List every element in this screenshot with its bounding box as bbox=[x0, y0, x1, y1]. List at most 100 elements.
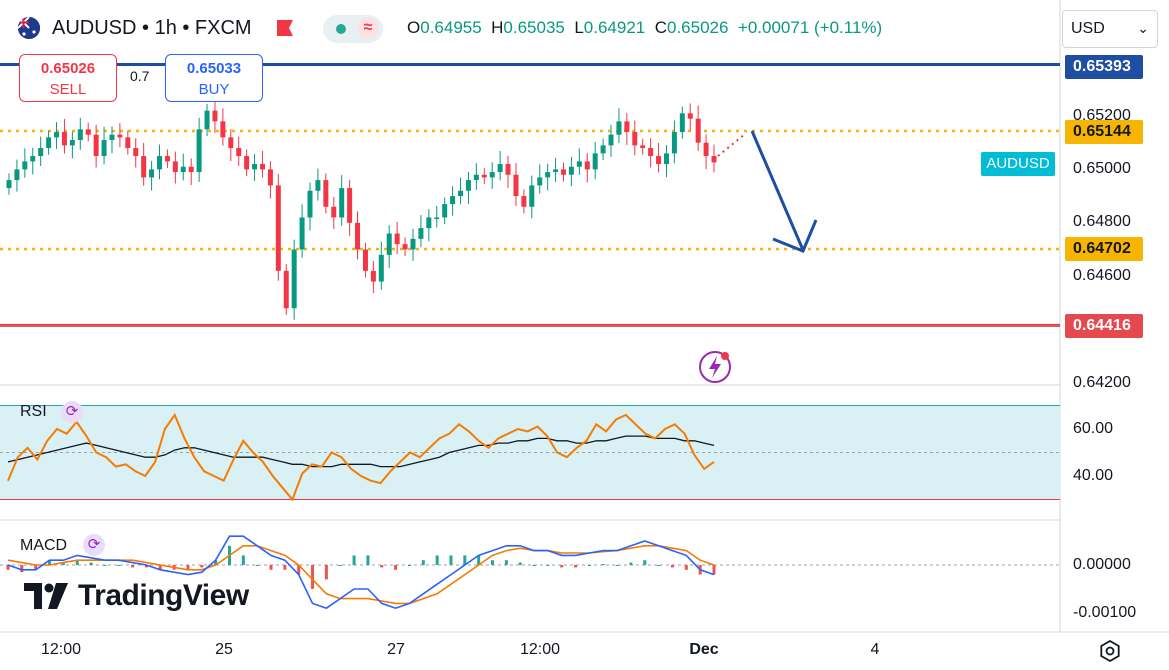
candle-body bbox=[537, 177, 543, 186]
tradingview-logo[interactable]: TradingView bbox=[24, 578, 249, 614]
candle-body bbox=[505, 164, 511, 175]
macd-histogram-bar bbox=[684, 565, 688, 570]
candle-body bbox=[307, 190, 313, 218]
macd-histogram-bar bbox=[670, 565, 674, 568]
candle-body bbox=[584, 161, 590, 170]
refresh-icon[interactable]: ⟳ bbox=[83, 534, 105, 556]
macd-histogram-bar bbox=[200, 565, 204, 568]
candle-body bbox=[259, 164, 265, 170]
projection-arrow bbox=[750, 130, 805, 251]
candle-body bbox=[355, 222, 361, 250]
sell-price: 0.65026 bbox=[40, 60, 96, 77]
macd-histogram-bar bbox=[380, 565, 384, 568]
macd-line bbox=[7, 535, 715, 610]
macd-histogram-bar bbox=[601, 564, 605, 566]
macd-title: MACD bbox=[20, 537, 68, 554]
low-value: 0.64921 bbox=[583, 18, 646, 37]
sell-button[interactable]: 0.65026 SELL bbox=[19, 54, 117, 102]
macd-histogram-bar bbox=[89, 562, 93, 565]
y-tick: 0.64800 bbox=[1073, 213, 1131, 230]
refresh-icon[interactable]: ⟳ bbox=[61, 401, 83, 423]
flag-icon[interactable] bbox=[277, 20, 293, 36]
lightning-icon[interactable] bbox=[698, 350, 732, 384]
currency-select[interactable]: USD ⌄ bbox=[1062, 10, 1158, 48]
price-label-yellow-lower: 0.64702 bbox=[1065, 237, 1143, 261]
buy-price: 0.65033 bbox=[186, 60, 242, 77]
candle-body bbox=[339, 188, 345, 218]
candle-body bbox=[553, 169, 559, 173]
candle-body bbox=[394, 233, 400, 245]
macd-histogram-bar bbox=[186, 565, 190, 570]
candle-body bbox=[695, 118, 701, 143]
chevron-down-icon: ⌄ bbox=[1137, 20, 1149, 36]
symbol-title[interactable]: AUDUSD • 1h • FXCM bbox=[52, 17, 252, 39]
rsi-tick: 60.00 bbox=[1073, 420, 1114, 437]
candle-body bbox=[30, 156, 36, 162]
macd-histogram-bar bbox=[61, 562, 65, 565]
candle-body bbox=[632, 132, 638, 146]
candle-body bbox=[125, 137, 131, 149]
candle-body bbox=[450, 196, 456, 205]
open-label: O bbox=[407, 18, 421, 37]
candle-body bbox=[236, 148, 242, 157]
macd-histogram-bar bbox=[324, 565, 328, 580]
candle-body bbox=[418, 228, 424, 239]
candle-body bbox=[283, 270, 289, 309]
macd-histogram-bar bbox=[712, 565, 716, 575]
macd-histogram-bar bbox=[615, 565, 619, 566]
candle-body bbox=[69, 140, 75, 146]
candle-body bbox=[568, 166, 574, 175]
macd-histogram-bar bbox=[269, 565, 273, 570]
macd-histogram-bar bbox=[283, 565, 287, 570]
candle-body bbox=[77, 129, 83, 141]
candle-body bbox=[180, 166, 186, 173]
macd-tick: 0.00000 bbox=[1073, 556, 1131, 573]
candle-body bbox=[212, 110, 218, 122]
market-status-icon[interactable]: ≈ bbox=[323, 15, 383, 43]
candle-body bbox=[6, 180, 12, 189]
y-tick: 0.64200 bbox=[1073, 374, 1131, 391]
candle-body bbox=[172, 161, 178, 173]
macd-histogram-bar bbox=[214, 560, 218, 565]
rsi-tick: 40.00 bbox=[1073, 467, 1114, 484]
macd-histogram-bar bbox=[449, 555, 453, 565]
candle-body bbox=[323, 180, 329, 207]
rsi-line bbox=[7, 412, 715, 502]
tradingview-mark-icon bbox=[24, 583, 68, 609]
gear-icon[interactable] bbox=[1098, 639, 1122, 663]
macd-histogram-bar bbox=[463, 555, 467, 565]
macd-histogram-bar bbox=[34, 565, 38, 570]
price-label-yellow-upper: 0.65144 bbox=[1065, 120, 1143, 144]
macd-histogram-bar bbox=[366, 555, 370, 565]
buy-button[interactable]: 0.65033 BUY bbox=[165, 54, 263, 102]
change-value: +0.00071 (+0.11%) bbox=[737, 18, 883, 37]
macd-histogram-bar bbox=[75, 560, 79, 565]
candle-body bbox=[687, 113, 693, 119]
status-dot-icon bbox=[336, 24, 346, 34]
low-label: L bbox=[574, 18, 584, 37]
candle-body bbox=[347, 188, 353, 223]
macd-histogram-bar bbox=[338, 565, 342, 566]
candle-body bbox=[640, 145, 646, 149]
macd-histogram-bar bbox=[158, 565, 162, 570]
macd-histogram-bar bbox=[560, 565, 564, 568]
macd-histogram-bar bbox=[518, 562, 522, 565]
symbol-tag: AUDUSD bbox=[981, 152, 1055, 176]
candle-body bbox=[497, 164, 503, 173]
candle-body bbox=[608, 134, 614, 146]
macd-histogram-bar bbox=[657, 565, 661, 566]
macd-histogram-bar bbox=[6, 565, 10, 570]
candle-body bbox=[600, 145, 606, 154]
candle-body bbox=[164, 156, 170, 162]
candle-body bbox=[656, 156, 662, 165]
candle-body bbox=[46, 137, 52, 149]
candle-body bbox=[252, 164, 258, 170]
wave-icon: ≈ bbox=[357, 17, 379, 39]
candle-body bbox=[648, 148, 654, 157]
candle-body bbox=[133, 148, 139, 157]
macd-histogram-bar bbox=[435, 555, 439, 565]
candle-body bbox=[529, 185, 535, 207]
candle-body bbox=[38, 148, 44, 157]
candle-body bbox=[362, 249, 368, 271]
